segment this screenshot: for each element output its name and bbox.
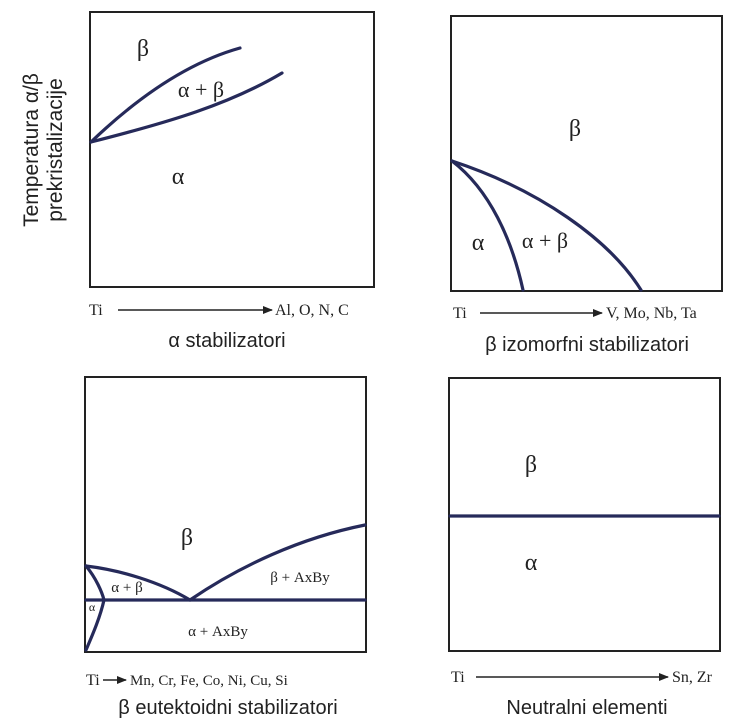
alpha-transus-curve <box>450 159 525 292</box>
panel-caption: β izomorfni stabilizatori <box>485 334 689 356</box>
panel-frame <box>84 376 367 653</box>
panel-beta-eutectoid-stabilizers: β α + β α β + AxBy α + AxBy Ti Mn, Cr, F… <box>84 376 367 719</box>
region-label-alpha-beta: α + β <box>111 580 142 596</box>
alpha-transus-curve <box>89 71 284 144</box>
panel-frame <box>450 15 723 292</box>
y-axis-label-line-2: prekristalizacije <box>44 78 67 222</box>
axis-end-label: Mn, Cr, Fe, Co, Ni, Cu, Si <box>130 673 288 689</box>
region-label-alpha-axby: α + AxBy <box>188 624 248 640</box>
panel-beta-isomorphous-stabilizers: β α + β α Ti V, Mo, Nb, Ta β izomorfni s… <box>450 15 723 356</box>
region-label-beta-axby: β + AxBy <box>270 570 330 586</box>
region-label-beta: β <box>137 36 149 62</box>
panel-caption: α stabilizatori <box>168 330 285 352</box>
y-axis-label-line-1: Temperatura α/β <box>20 73 43 227</box>
region-label-alpha: α <box>525 550 538 576</box>
region-label-alpha: α <box>172 164 185 190</box>
axis-start-label: Ti <box>89 302 103 319</box>
region-label-beta: β <box>525 452 537 478</box>
beta-transus-left-curve <box>84 564 192 602</box>
panel-neutral-elements: β α Ti Sn, Zr Neutralni elementi <box>448 377 721 719</box>
panel-frame <box>89 11 375 288</box>
axis-start-label: Ti <box>451 669 465 686</box>
panel-caption: β eutektoidni stabilizatori <box>118 697 337 719</box>
panel-alpha-stabilizers: β α + β α Ti Al, O, N, C α stabilizatori <box>89 11 375 352</box>
axis-end-label: V, Mo, Nb, Ta <box>606 305 697 322</box>
region-label-beta: β <box>181 525 193 551</box>
region-label-alpha-beta: α + β <box>522 228 568 253</box>
axis-end-label: Sn, Zr <box>672 669 713 686</box>
y-axis-label: Temperatura α/β prekristalizacije <box>20 73 67 227</box>
axis-start-label: Ti <box>453 305 467 322</box>
beta-solvus-right-curve <box>188 523 367 602</box>
region-label-alpha: α <box>89 600 96 614</box>
panel-frame <box>448 377 721 652</box>
beta-transus-curve <box>450 159 643 292</box>
axis-end-label: Al, O, N, C <box>275 302 349 319</box>
region-label-alpha-beta: α + β <box>178 77 224 102</box>
axis-start-label: Ti <box>86 672 100 689</box>
region-label-beta: β <box>569 116 581 142</box>
beta-transus-curve <box>89 46 242 144</box>
alpha-transus-upper-curve <box>84 564 106 602</box>
panel-caption: Neutralni elementi <box>506 697 667 719</box>
region-label-alpha: α <box>472 230 485 256</box>
alpha-solvus-curve <box>84 598 106 652</box>
